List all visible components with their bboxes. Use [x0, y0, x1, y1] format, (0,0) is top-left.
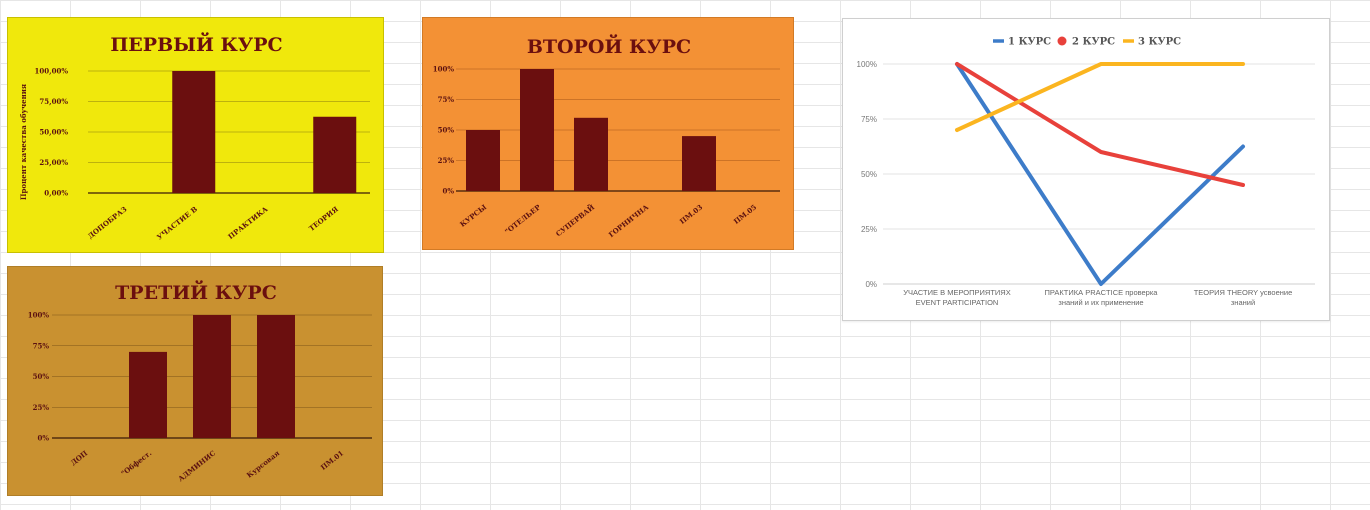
x-tick-label: ГОРНИЧНА — [607, 202, 651, 239]
x-tick-label: ДОП — [69, 448, 90, 467]
y-axis-label: Процент качества обучения — [19, 84, 28, 200]
x-tick-label: УЧАСТИЕ В — [155, 204, 199, 241]
chart-title: ТРЕТИЙ КУРС — [115, 280, 277, 304]
legend-label: 3 КУРС — [1138, 37, 1181, 48]
y-tick-label: 75% — [33, 341, 50, 350]
bar-2 — [574, 117, 608, 191]
bar-0 — [466, 130, 500, 191]
bar-3 — [313, 116, 357, 193]
bar-1 — [172, 71, 216, 193]
x-tick-label: ПРАКТИКА PRACTICE проверка — [1045, 288, 1159, 297]
y-tick-label: 25% — [861, 225, 877, 234]
x-tick-label: УЧАСТИЕ В МЕРОПРИЯТИЯХ — [903, 288, 1010, 297]
x-tick-label: EVENT PARTICIPATION — [916, 298, 999, 307]
y-tick-label: 75% — [438, 95, 455, 104]
chart-third-course: ТРЕТИЙ КУРС 0% 25% 50% 75% 100% ДОП "Обфест. АДМ… — [7, 266, 383, 496]
y-tick-label: 0% — [442, 187, 454, 196]
x-tick-label: "Обфест. — [119, 448, 153, 477]
bar-1 — [129, 351, 167, 438]
x-tick-label: ДОПОБРАЗ — [86, 204, 129, 240]
y-tick-label: 25% — [33, 403, 50, 412]
chart-second-course: ВТОРОЙ КУРС 0% 25% 50% 75% 100% КУРСЫ "ОТЕЛЬЕР С… — [422, 17, 794, 250]
x-tick-label: ПРАКТИКА — [226, 204, 269, 241]
y-tick-label: 0% — [37, 434, 49, 443]
x-tick-label: "ОТЕЛЬЕР — [503, 202, 543, 236]
series-line-1 — [955, 62, 1245, 286]
y-tick-label: 25% — [438, 156, 455, 165]
chart-line-comparison-svg: 0% 25% 50% 75% 100% УЧАСТИЕ В МЕРОПРИЯТИЯХEVE… — [857, 36, 1315, 307]
y-tick-label: 50,00% — [39, 128, 68, 137]
chart-title: ВТОРОЙ КУРС — [527, 34, 691, 58]
y-tick-label: 50% — [861, 170, 877, 179]
y-tick-label: 0,00% — [44, 189, 68, 198]
chart-second-course-svg: ВТОРОЙ КУРС 0% 25% 50% 75% 100% КУРСЫ "ОТЕЛЬЕР С… — [433, 34, 780, 239]
y-tick-label: 100,00% — [35, 67, 69, 76]
x-tick-label: КУРСЫ — [458, 202, 489, 229]
x-tick-label: ПМ.05 — [732, 202, 759, 226]
legend-marker — [1057, 36, 1067, 46]
y-tick-label: 50% — [33, 372, 50, 381]
chart-line-comparison: 0% 25% 50% 75% 100% УЧАСТИЕ В МЕРОПРИЯТИЯХ EVE… — [842, 18, 1330, 321]
y-tick-label: 100% — [433, 65, 455, 74]
y-tick-label: 75% — [861, 115, 877, 124]
bar-1 — [520, 69, 554, 191]
x-tick-label: ТЕОРИЯ — [307, 204, 340, 232]
y-tick-label: 50% — [438, 126, 455, 135]
series-line-2 — [955, 62, 1245, 187]
y-tick-label: 0% — [865, 280, 877, 289]
bar-3 — [257, 315, 295, 438]
chart-third-course-svg: ТРЕТИЙ КУРС 0% 25% 50% 75% 100% ДОП "Обфест. АДМ… — [28, 280, 372, 483]
x-tick-label: ТЕОРИЯ THEORY усвоение — [1194, 288, 1293, 297]
x-tick-label: ПМ.01 — [319, 448, 346, 472]
x-tick-label: АДМИНИС — [176, 448, 217, 483]
y-tick-label: 25,00% — [39, 158, 68, 167]
y-tick-label: 100% — [857, 60, 877, 69]
x-tick-label: знаний — [1231, 298, 1255, 307]
chart-first-course: ПЕРВЫЙ КУРС 0,00% 25,00% 50,00% 75,00% 100,00… — [7, 17, 384, 253]
y-tick-label: 75,00% — [39, 97, 68, 106]
chart-title: ПЕРВЫЙ КУРС — [110, 32, 282, 56]
bar-4 — [682, 136, 716, 191]
x-tick-label: ПМ.03 — [678, 202, 705, 226]
x-tick-label: СУПЕРВАЙ — [553, 201, 596, 238]
y-tick-label: 100% — [28, 311, 50, 320]
x-tick-label: знаний и их применение — [1058, 298, 1143, 307]
bar-2 — [193, 315, 231, 438]
chart-first-course-svg: ПЕРВЫЙ КУРС 0,00% 25,00% 50,00% 75,00% 100,00… — [19, 32, 370, 242]
legend-label: 2 КУРС — [1072, 37, 1115, 48]
x-tick-label: Курсовая — [245, 448, 281, 479]
legend-label: 1 КУРС — [1008, 37, 1051, 48]
series-line-3 — [955, 62, 1245, 132]
